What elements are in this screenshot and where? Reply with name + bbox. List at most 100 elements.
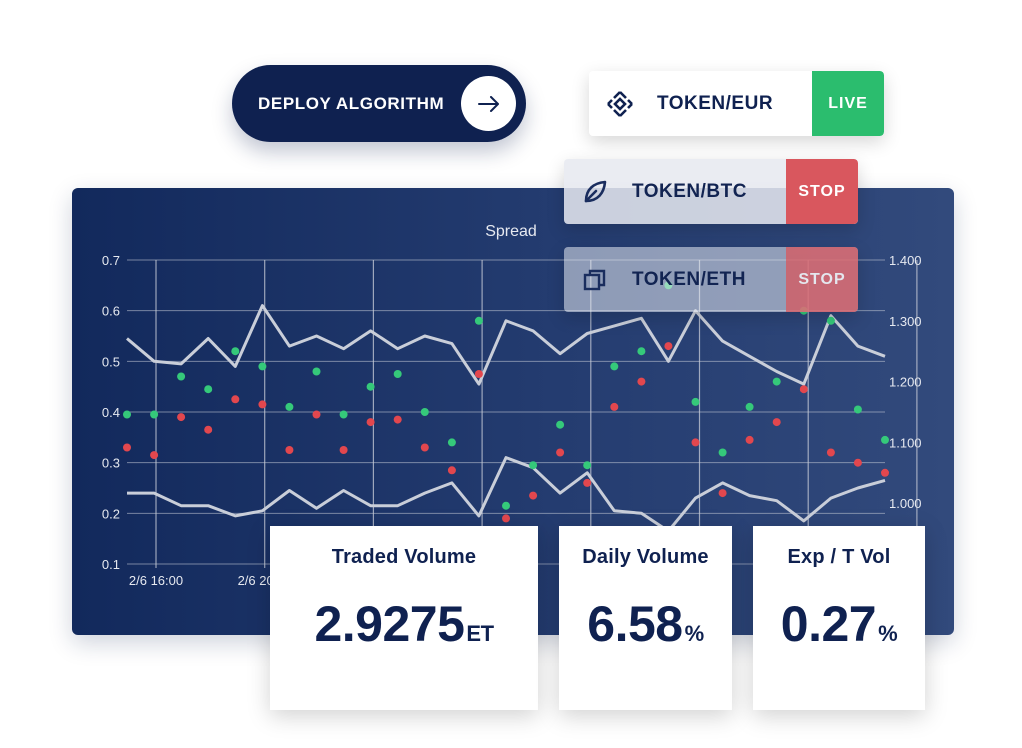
buy-point	[339, 410, 348, 419]
daily-volume-title: Daily Volume	[582, 546, 709, 568]
sell-point	[853, 458, 862, 467]
buy-point	[556, 420, 565, 429]
traded-volume-value: 2.9275	[314, 596, 465, 652]
buy-point	[583, 461, 592, 470]
daily-volume-value: 6.58	[587, 596, 683, 652]
sell-point	[312, 410, 321, 419]
sell-point	[393, 415, 402, 424]
sell-point	[447, 466, 456, 475]
sell-point	[420, 443, 429, 452]
spread-line-0	[126, 304, 886, 386]
y-right-tick-label: 1.300	[889, 314, 922, 329]
buy-point	[312, 367, 321, 376]
sell-point	[285, 446, 294, 454]
buy-point	[366, 382, 375, 391]
token-btc-card[interactable]: TOKEN/BTC STOP	[564, 159, 858, 224]
binance-icon	[603, 87, 637, 121]
sell-point	[231, 395, 240, 404]
sell-point	[258, 400, 267, 409]
y-left-tick-label: 0.5	[102, 354, 120, 369]
deploy-algorithm-button[interactable]: DEPLOY ALGORITHM	[232, 65, 526, 142]
y-left-tick-label: 0.1	[102, 557, 120, 572]
sell-point	[718, 489, 727, 498]
token-eth-card[interactable]: TOKEN/ETH STOP	[564, 247, 858, 312]
buy-point	[258, 362, 267, 371]
exp-t-vol-unit: %	[878, 621, 898, 646]
buy-point	[853, 405, 862, 414]
token-eur-pair: TOKEN/EUR	[657, 92, 774, 114]
exp-t-vol-card: Exp / T Vol 0.27%	[753, 526, 925, 710]
buy-point	[529, 461, 538, 470]
arrow-right-icon	[461, 76, 516, 131]
sell-point	[150, 451, 159, 460]
daily-volume-card: Daily Volume 6.58%	[559, 526, 732, 710]
token-eth-pair: TOKEN/ETH	[632, 268, 746, 290]
buy-point	[420, 408, 429, 416]
buy-point	[637, 347, 646, 356]
sell-point	[664, 342, 673, 351]
traded-volume-card: Traded Volume 2.9275ET	[270, 526, 538, 710]
exp-t-vol-title: Exp / T Vol	[787, 546, 891, 568]
buy-point	[231, 347, 240, 356]
spread-chart: 0.7 0.6 0.5 0.4 0.3 0.2 0.1 1.400 1.300 1.200 1.10…	[102, 223, 922, 588]
buy-point	[502, 501, 510, 510]
buy-point	[123, 410, 131, 419]
sell-point	[691, 438, 700, 447]
sell-point	[637, 377, 646, 386]
y-left-tick-label: 0.7	[102, 253, 120, 268]
spread-line-1	[127, 456, 886, 533]
sell-point	[474, 370, 483, 378]
traded-volume-unit: ET	[466, 621, 494, 646]
sell-point	[204, 425, 213, 434]
buy-point	[393, 370, 402, 378]
token-btc-stop-button[interactable]: STOP	[786, 159, 858, 224]
sell-point	[826, 448, 835, 457]
buy-point	[447, 438, 456, 447]
x-tick-label: 2/6 16:00	[129, 573, 183, 588]
sell-point	[123, 443, 131, 452]
token-eur-card[interactable]: TOKEN/EUR LIVE	[589, 71, 884, 136]
deploy-algorithm-label: DEPLOY ALGORITHM	[258, 93, 445, 113]
daily-volume-unit: %	[684, 621, 705, 646]
exp-t-vol-value-row: 0.27%	[753, 595, 925, 653]
y-left-tick-label: 0.3	[102, 456, 120, 471]
sell-point	[745, 435, 754, 444]
y-right-tick-label: 1.100	[889, 435, 922, 450]
buy-point	[826, 316, 835, 325]
sell-point	[772, 418, 781, 427]
exp-t-vol-value: 0.27	[780, 596, 877, 652]
buy-point	[204, 385, 213, 394]
y-left-tick-label: 0.4	[102, 405, 120, 420]
buy-point	[772, 377, 781, 386]
sell-point	[881, 468, 889, 477]
token-eth-stop-button[interactable]: STOP	[786, 247, 858, 312]
sell-point	[366, 418, 375, 427]
sell-point	[556, 448, 565, 457]
y-right-tick-label: 1.000	[889, 496, 922, 511]
token-eur-live-button[interactable]: LIVE	[812, 71, 884, 136]
buy-point	[150, 410, 159, 419]
traded-volume-title: Traded Volume	[331, 546, 477, 568]
sell-point	[502, 514, 510, 523]
sell-point	[177, 413, 186, 422]
traded-volume-value-row: 2.9275ET	[270, 595, 538, 653]
chart-title: Spread	[485, 223, 537, 240]
daily-volume-value-row: 6.58%	[559, 595, 732, 653]
leaf-icon	[578, 175, 612, 209]
buy-point	[474, 316, 483, 325]
sell-point	[583, 478, 592, 487]
sell-point	[529, 491, 538, 500]
sell-point	[610, 402, 619, 411]
y-left-tick-label: 0.6	[102, 304, 120, 319]
token-btc-pair: TOKEN/BTC	[632, 180, 747, 202]
sell-point	[799, 385, 808, 394]
buy-point	[718, 448, 727, 457]
stacked-squares-icon	[578, 263, 612, 297]
buy-point	[177, 372, 186, 381]
sell-point	[339, 446, 348, 454]
buy-point	[691, 397, 700, 406]
buy-point	[285, 402, 294, 411]
buy-point	[881, 435, 889, 444]
buy-point	[610, 362, 619, 371]
y-right-tick-label: 1.400	[889, 253, 922, 268]
